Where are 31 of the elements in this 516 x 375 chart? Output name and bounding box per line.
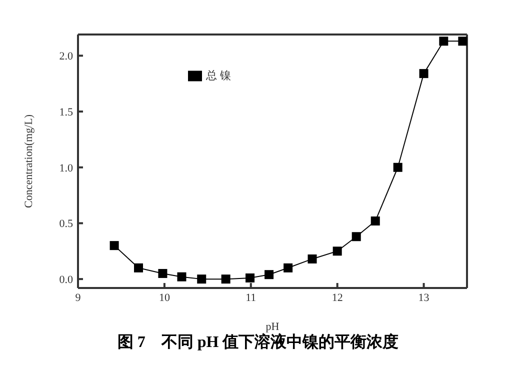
x-tick-label: 9 <box>75 292 82 304</box>
point <box>458 36 467 46</box>
point <box>393 162 402 172</box>
point <box>177 272 186 282</box>
x-tick-label: 10 <box>158 292 170 304</box>
x-tick-label: 13 <box>418 292 430 304</box>
point <box>419 69 428 78</box>
legend-label: 总 镍 <box>206 70 231 82</box>
text: 图 7 不同 pH 值下溶液中镍的平衡浓度 <box>116 332 400 353</box>
y-tick-label: 2.0 <box>59 50 74 63</box>
point <box>264 270 274 280</box>
y-axis-title: Concentration(mg/L) <box>22 114 35 208</box>
point <box>246 273 255 282</box>
point <box>439 36 448 46</box>
point <box>370 216 380 226</box>
point <box>197 274 206 284</box>
point <box>134 263 144 272</box>
y-tick-label: 1.0 <box>59 162 74 174</box>
x-tick-label: 12 <box>332 292 343 304</box>
point <box>284 263 293 272</box>
point <box>158 268 168 278</box>
y-tick-label: 0.5 <box>59 218 74 230</box>
point <box>352 232 361 242</box>
x-axis-title: pH <box>266 321 280 333</box>
point <box>110 241 119 250</box>
y-tick-label: 1.5 <box>59 106 74 118</box>
y-tick-label: 0.0 <box>59 274 74 286</box>
point <box>308 254 317 264</box>
x-tick-label: 11 <box>246 292 256 304</box>
point <box>332 246 342 256</box>
point <box>221 274 230 284</box>
